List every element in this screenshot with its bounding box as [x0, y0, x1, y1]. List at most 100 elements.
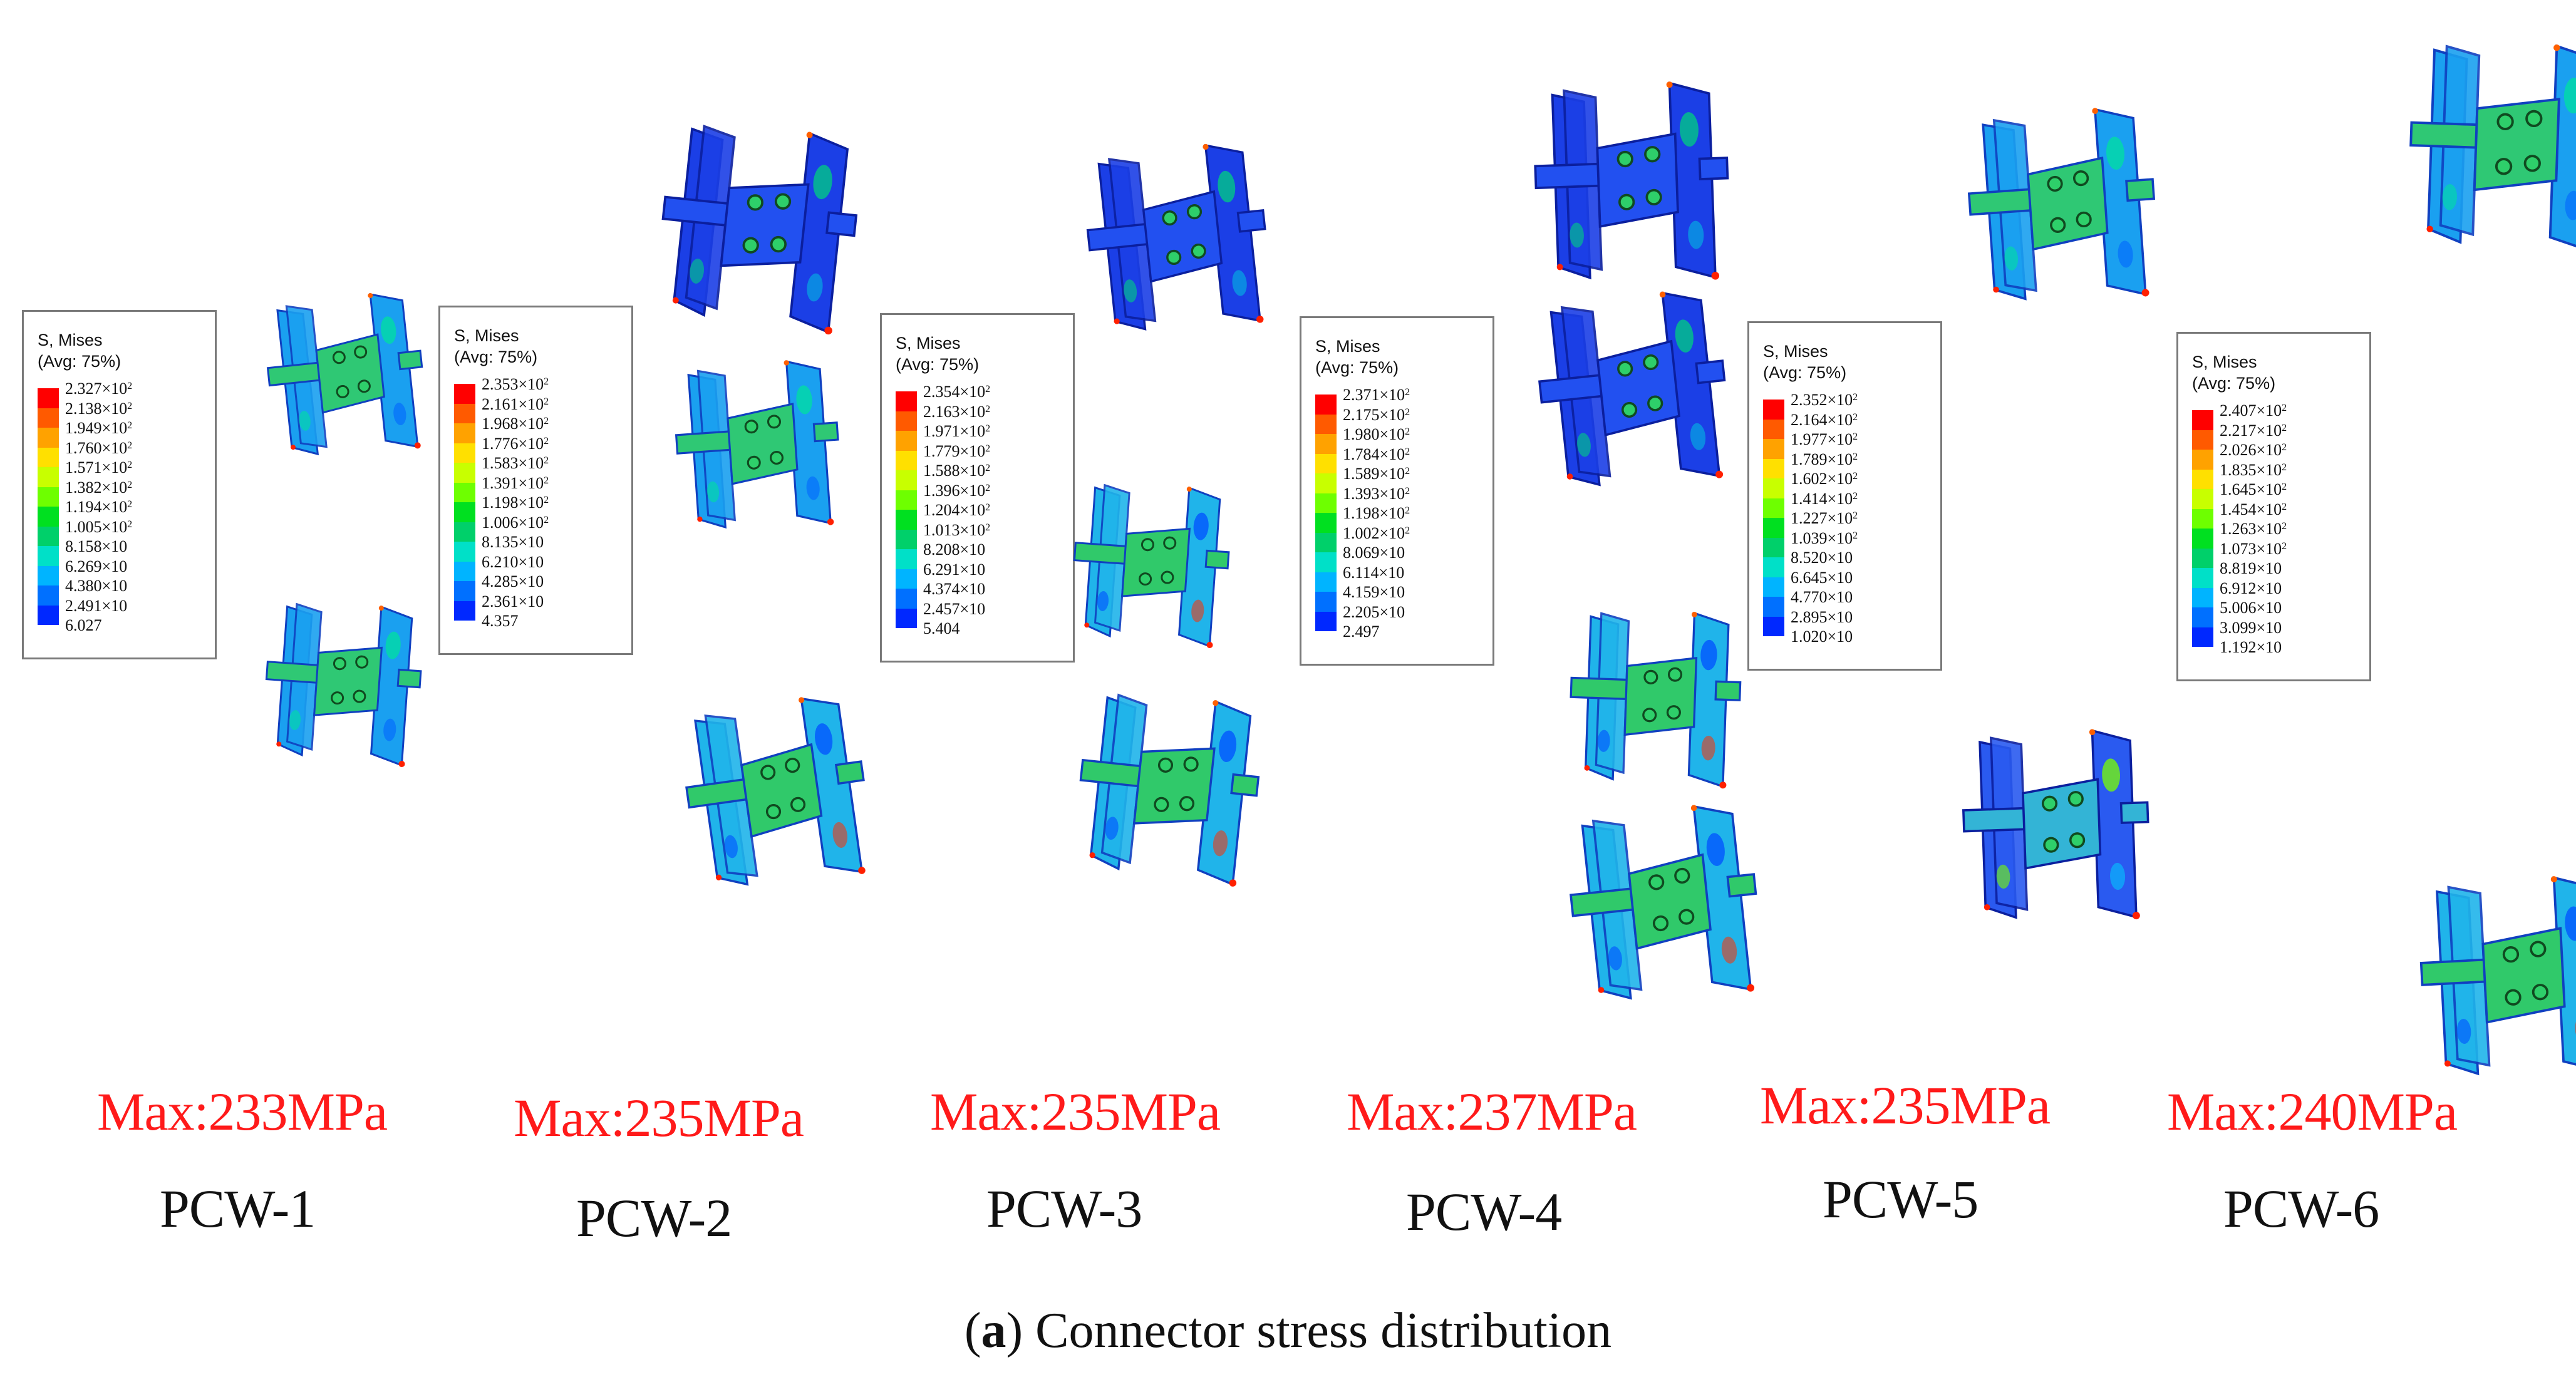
- left-stiffener: [2419, 958, 2494, 986]
- stress-spot: [393, 403, 406, 426]
- legend-tick-value: 1.784×102: [1343, 446, 1410, 463]
- stress-hotspot: [784, 360, 789, 366]
- tick-exponent: 2: [544, 416, 549, 426]
- legend-tick-value: 2.895×10: [1791, 609, 1853, 626]
- stress-spot: [1105, 817, 1119, 840]
- legend-color-band: [2192, 430, 2213, 450]
- stress-spot: [690, 259, 705, 284]
- bolt: [1643, 669, 1658, 684]
- legend-color-band: [2192, 627, 2213, 647]
- tick-mantissa: 1.776×10: [482, 434, 544, 453]
- legend-averaging: (Avg: 75%): [38, 352, 122, 371]
- legend-color-band: [1315, 493, 1337, 513]
- left-stiffener: [675, 430, 738, 455]
- legend-color-band: [1763, 458, 1784, 478]
- stress-hotspot: [1659, 291, 1666, 298]
- right-stiffener: [1236, 209, 1266, 233]
- bolt: [1645, 188, 1662, 206]
- legend-tick-value: 1.589×102: [1343, 466, 1410, 482]
- tick-mantissa: 1.198×10: [482, 493, 544, 512]
- connector-model: [2399, 864, 2576, 1103]
- legend-tick-value: 6.645×10: [1791, 569, 1853, 586]
- bolt: [747, 194, 763, 211]
- stress-spot: [2563, 78, 2576, 114]
- tick-mantissa: 2.163×10: [923, 402, 986, 421]
- tick-mantissa: 8.208×10: [923, 540, 986, 559]
- tick-exponent: 2: [127, 381, 133, 391]
- max-stress-label: Max:235MPa: [1760, 1075, 2051, 1135]
- tick-exponent: 2: [1853, 530, 1858, 541]
- stress-spot: [1675, 319, 1694, 353]
- tick-mantissa: 1.588×10: [923, 462, 986, 480]
- figure-caption: (a) Connector stress distribution: [964, 1303, 1612, 1358]
- legend-tick-value: 1.789×102: [1791, 451, 1858, 468]
- stress-spot: [1701, 735, 1715, 761]
- tick-mantissa: 1.977×10: [1791, 430, 1853, 448]
- max-stress-label: Max:233MPa: [97, 1081, 388, 1142]
- tick-mantissa: 1.779×10: [923, 441, 986, 460]
- legend-color-band: [454, 561, 475, 581]
- bolt: [2067, 791, 2084, 807]
- tick-exponent: 2: [985, 443, 991, 454]
- connector-web: [2022, 778, 2102, 870]
- legend-color-band: [2192, 587, 2213, 607]
- legend-color-band: [896, 569, 917, 589]
- connector-web: [1628, 853, 1712, 950]
- legend-color-band: [896, 529, 917, 549]
- legend-color-band: [38, 526, 59, 546]
- connector-model: [247, 592, 435, 783]
- connector-web: [720, 183, 810, 267]
- tick-mantissa: 6.269×10: [65, 557, 128, 575]
- specimen-column-3: S, Mises (Avg: 75%) 2.354×102 2.163×102 1.97…: [846, 0, 1275, 1377]
- tick-mantissa: 6.114×10: [1343, 563, 1405, 582]
- tick-exponent: 2: [1405, 426, 1410, 437]
- legend-tick-value: 2.175×102: [1343, 406, 1410, 423]
- legend-tick-value: 1.005×102: [65, 518, 132, 535]
- legend-tick-value: 8.158×10: [65, 539, 127, 555]
- legend-tick-value: 2.354×102: [923, 384, 990, 400]
- tick-exponent: 2: [985, 384, 991, 395]
- bolt: [760, 765, 776, 780]
- connector-model: [667, 689, 883, 909]
- bolt: [1141, 538, 1154, 552]
- legend-color-band: [38, 428, 59, 448]
- connector-model: [1055, 473, 1243, 664]
- stress-hotspot: [290, 445, 296, 450]
- tick-mantissa: 1.414×10: [1791, 489, 1853, 508]
- tick-exponent: 2: [2282, 540, 2287, 552]
- specimen-column-1: S, Mises (Avg: 75%) 2.327×102 2.138×102 1.94…: [0, 0, 429, 1377]
- bolt: [333, 657, 346, 671]
- tick-mantissa: 1.391×10: [482, 473, 544, 492]
- bolt: [1186, 204, 1203, 220]
- legend-tick-value: 1.393×102: [1343, 485, 1410, 502]
- legend-tick-value: 2.205×10: [1343, 604, 1405, 621]
- bolt: [1616, 150, 1633, 168]
- stress-hotspot: [806, 132, 813, 138]
- stress-hotspot: [1556, 264, 1563, 271]
- tick-mantissa: 2.217×10: [2220, 421, 2282, 440]
- legend-tick-value: 6.291×10: [923, 561, 985, 578]
- stress-spot: [1706, 833, 1725, 866]
- tick-exponent: 2: [544, 495, 549, 505]
- tick-mantissa: 2.491×10: [65, 596, 128, 615]
- legend-tick-value: 2.491×10: [65, 596, 128, 615]
- connector-web: [2481, 927, 2566, 1024]
- specimen-name: PCW-1: [160, 1178, 316, 1239]
- legend-tick-value: 1.776×102: [482, 434, 549, 453]
- bolt: [1667, 667, 1683, 682]
- tick-mantissa: 1.020×10: [1791, 627, 1853, 646]
- tick-exponent: 2: [2282, 442, 2287, 453]
- stress-hotspot: [1993, 286, 1999, 293]
- connector-model: [2386, 28, 2576, 277]
- legend-tick-value: 4.285×10: [482, 574, 544, 590]
- tick-mantissa: 1.454×10: [2220, 500, 2282, 518]
- bolt: [2076, 211, 2092, 228]
- stress-spot: [1996, 864, 2010, 889]
- stress-spot: [1679, 112, 1699, 147]
- legend-tick-value: 2.457×10: [923, 601, 985, 617]
- stress-hotspot: [858, 867, 866, 874]
- tick-mantissa: 6.027: [65, 616, 102, 634]
- legend-tick-value: 1.192×10: [2220, 639, 2282, 656]
- tick-mantissa: 2.327×10: [65, 379, 128, 398]
- tick-mantissa: 1.002×10: [1343, 523, 1405, 542]
